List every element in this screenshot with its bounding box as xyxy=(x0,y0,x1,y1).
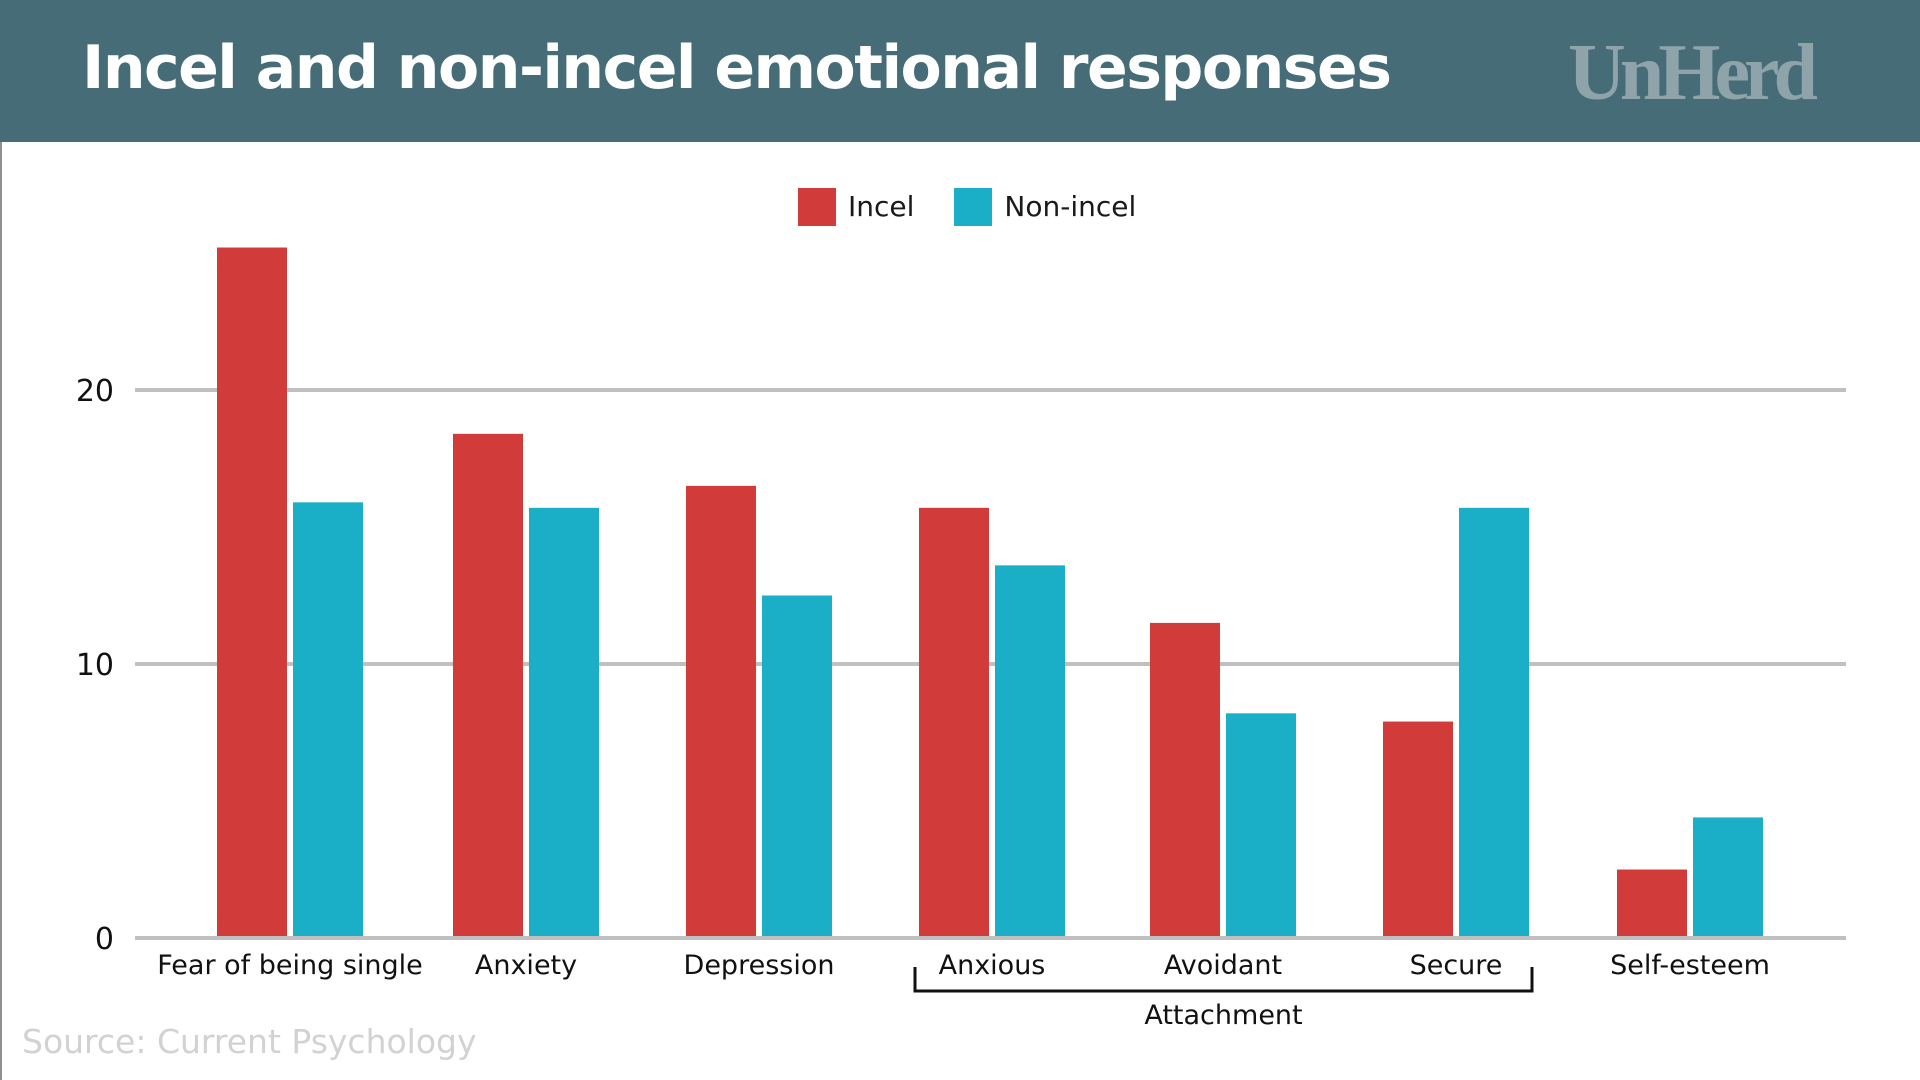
y-tick-label-0: 0 xyxy=(95,922,114,957)
bar-non-incel-6 xyxy=(1693,817,1763,938)
x-category-label: Depression xyxy=(684,950,835,981)
group-label-attachment: Attachment xyxy=(1144,1000,1302,1031)
legend-swatch-non-incel xyxy=(954,188,993,226)
legend-label-non-incel: Non-incel xyxy=(1004,190,1137,223)
legend: Incel Non-incel xyxy=(798,188,1176,226)
bar-incel-4 xyxy=(1150,622,1220,938)
bar-non-incel-5 xyxy=(1459,507,1529,938)
header-banner: Incel and non-incel emotional responses … xyxy=(0,0,1920,142)
brand-logo: UnHerd xyxy=(1568,29,1818,117)
legend-item-incel: Incel xyxy=(798,188,914,226)
y-tick-label-10: 10 xyxy=(76,648,114,683)
bar-incel-0 xyxy=(217,247,287,938)
x-category-label: Secure xyxy=(1410,950,1503,981)
group-bracket-attachment xyxy=(913,967,1534,993)
bar-incel-6 xyxy=(1617,869,1687,938)
bar-incel-1 xyxy=(453,433,523,938)
bar-incel-2 xyxy=(686,485,756,938)
chart-title: Incel and non-incel emotional responses xyxy=(82,33,1392,103)
x-category-label: Self-esteem xyxy=(1610,950,1770,981)
bar-non-incel-3 xyxy=(995,565,1065,938)
x-category-label: Anxiety xyxy=(475,950,577,981)
left-border xyxy=(0,142,2,1080)
bar-incel-3 xyxy=(919,507,989,938)
y-tick-label-20: 20 xyxy=(76,374,114,409)
x-category-label: Anxious xyxy=(939,950,1046,981)
source-note: Source: Current Psychology xyxy=(22,1022,477,1061)
legend-swatch-incel xyxy=(798,188,836,226)
x-category-label: Avoidant xyxy=(1164,950,1282,981)
bar-non-incel-4 xyxy=(1226,713,1296,938)
bar-incel-5 xyxy=(1383,721,1453,938)
legend-item-non-incel: Non-incel xyxy=(954,188,1136,226)
bar-non-incel-2 xyxy=(762,595,832,938)
x-category-label: Fear of being single xyxy=(157,950,423,981)
legend-label-incel: Incel xyxy=(848,190,915,223)
bar-non-incel-0 xyxy=(293,502,363,938)
bar-non-incel-1 xyxy=(529,507,599,938)
